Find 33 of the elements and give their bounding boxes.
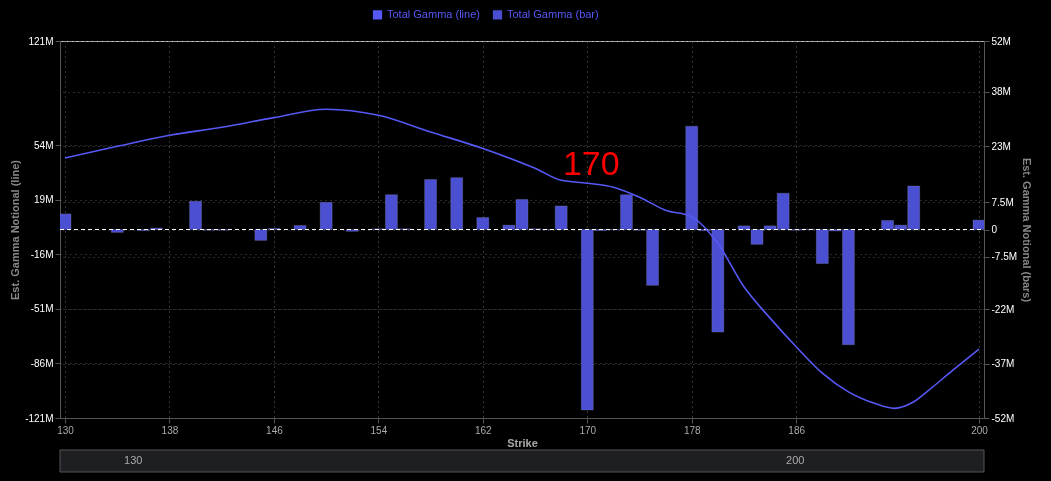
y2-tick-label: 52M bbox=[991, 35, 1011, 47]
y-tick-label: -86M bbox=[30, 357, 54, 369]
y-tick-label: -16M bbox=[30, 248, 54, 260]
x-tick-label: 154 bbox=[370, 424, 388, 436]
x-tick-label: 130 bbox=[57, 424, 75, 436]
annotation: 170 bbox=[562, 144, 620, 183]
y-tick-label: -51M bbox=[30, 303, 54, 315]
x-tick-label: 178 bbox=[683, 424, 702, 436]
x-tick-label: 200 bbox=[971, 424, 989, 436]
x-tick-label: 138 bbox=[161, 424, 179, 436]
y2-axis-title: Est. Gamma Notional (bars) bbox=[1021, 157, 1034, 303]
y-tick-label: 19M bbox=[34, 194, 54, 206]
y-axis-title: Est. Gamma Notional (line) bbox=[9, 159, 22, 300]
legend-label: Total Gamma (line) bbox=[387, 7, 480, 20]
text: 130 bbox=[124, 454, 143, 466]
x-axis-title: Strike bbox=[507, 436, 538, 449]
y2-tick-label: 7.5M bbox=[991, 196, 1014, 208]
y2-tick-label: 38M bbox=[991, 86, 1011, 98]
y2-tick-label: -7.5M bbox=[991, 251, 1018, 263]
x-tick-label: 186 bbox=[788, 424, 806, 436]
y2-tick-label: -52M bbox=[991, 412, 1015, 424]
x-tick-label: 146 bbox=[266, 424, 284, 436]
y-tick-label: 121M bbox=[28, 35, 54, 47]
y2-tick-label: -22M bbox=[991, 303, 1015, 315]
y2-tick-label: -37M bbox=[991, 358, 1015, 370]
x-tick-label: 170 bbox=[579, 424, 597, 436]
x-tick-label: 162 bbox=[474, 424, 493, 436]
y2-tick-label: 0 bbox=[991, 224, 998, 235]
text: 200 bbox=[786, 454, 805, 466]
y-tick-label: -121M bbox=[25, 412, 54, 424]
legend-label: Total Gamma (bar) bbox=[507, 7, 599, 20]
y-tick-label: 54M bbox=[34, 139, 54, 151]
y2-tick-label: 23M bbox=[991, 140, 1011, 152]
